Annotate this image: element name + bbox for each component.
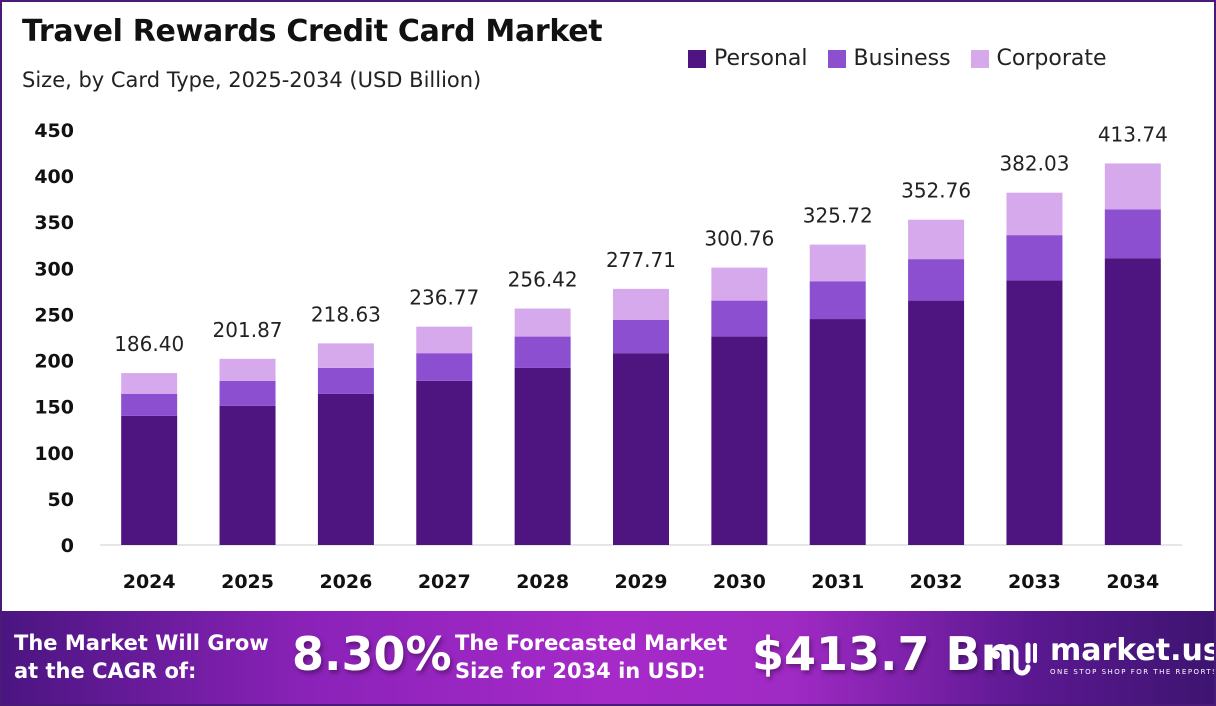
bar-segment-business (416, 353, 473, 381)
bar-segment-personal (1104, 258, 1161, 545)
cagr-label: The Market Will Grow at the CAGR of: (14, 629, 269, 685)
y-tick-label: 350 (34, 212, 74, 234)
bar-segment-corporate (711, 267, 768, 301)
x-tick-label: 2030 (713, 571, 766, 593)
bar-segment-personal (121, 415, 178, 545)
bar-segment-personal (514, 367, 571, 545)
x-tick-label: 2025 (221, 571, 274, 593)
total-label: 325.72 (803, 204, 873, 228)
bar-segment-business (711, 300, 768, 337)
x-tick-label: 2024 (123, 571, 176, 593)
legend-item-personal: Personal (688, 46, 808, 71)
logo-name: market.us (1050, 633, 1216, 668)
bar-segment-business (809, 281, 866, 320)
legend-swatch-corporate (970, 49, 989, 68)
market-us-logo: market.us ONE STOP SHOP FOR THE REPORTS (1050, 633, 1216, 676)
y-tick-label: 200 (34, 351, 74, 373)
bar-segment-personal (908, 300, 965, 545)
bar-segment-corporate (121, 373, 178, 394)
bar-segment-corporate (317, 343, 374, 368)
bar-segment-corporate (514, 308, 571, 337)
total-label: 300.76 (704, 227, 774, 251)
footer-banner: The Market Will Grow at the CAGR of: 8.3… (0, 611, 1216, 706)
y-tick-label: 50 (48, 489, 74, 511)
bar-segment-personal (317, 393, 374, 545)
cagr-label-line2: at the CAGR of: (14, 659, 197, 683)
bar-segment-personal (613, 353, 669, 545)
bar-segment-business (613, 319, 669, 354)
chart-subtitle: Size, by Card Type, 2025-2034 (USD Billi… (22, 68, 482, 92)
bar-segment-business (1104, 209, 1161, 259)
y-tick-label: 300 (34, 258, 74, 280)
y-tick-label: 250 (34, 304, 74, 326)
total-label: 413.74 (1098, 122, 1168, 146)
y-tick-label: 400 (34, 166, 74, 188)
logo-tagline: ONE STOP SHOP FOR THE REPORTS (1050, 668, 1216, 676)
x-tick-label: 2031 (811, 571, 864, 593)
bar-segment-business (219, 380, 276, 406)
bar-chart: 0 50 100 150 200 250 300 350 400 450 186.40 2024 201… (34, 120, 1182, 593)
total-label: 256.42 (508, 268, 578, 292)
legend-label-business: Business (853, 46, 951, 71)
total-label: 218.63 (311, 302, 381, 326)
x-tick-label: 2029 (615, 571, 668, 593)
total-label: 236.77 (409, 286, 479, 310)
x-tick-label: 2026 (319, 571, 372, 593)
bar-segment-corporate (1104, 163, 1161, 210)
bar-segment-personal (711, 336, 768, 545)
bar-segment-personal (809, 319, 866, 545)
y-tick-label: 450 (34, 120, 74, 142)
legend-label-corporate: Corporate (996, 46, 1107, 71)
cagr-value: 8.30% (292, 627, 452, 681)
bar-segment-business (908, 259, 965, 301)
legend-item-corporate: Corporate (970, 46, 1107, 71)
y-tick-label: 0 (61, 535, 74, 557)
total-label: 201.87 (213, 318, 283, 342)
legend-item-business: Business (827, 46, 951, 71)
legend-swatch-personal (688, 49, 706, 68)
bar-segment-personal (219, 405, 276, 545)
bar-segment-corporate (809, 244, 866, 282)
total-label: 277.71 (606, 248, 676, 272)
cagr-label-line1: The Market Will Grow (14, 631, 269, 655)
x-tick-label: 2028 (516, 571, 569, 593)
x-tick-label: 2034 (1106, 571, 1159, 593)
y-tick-label: 100 (34, 443, 74, 465)
bar-segment-business (121, 393, 178, 416)
x-tick-label: 2032 (910, 571, 963, 593)
x-tick-label: 2033 (1008, 571, 1061, 593)
chart-title: Travel Rewards Credit Card Market (22, 14, 603, 49)
legend-label-personal: Personal (714, 46, 808, 71)
bar-segment-corporate (219, 358, 276, 381)
bar-segment-business (317, 367, 374, 394)
forecast-label: The Forecasted Market Size for 2034 in U… (455, 629, 727, 685)
legend: Personal Business Corporate (688, 46, 1107, 71)
total-label: 382.03 (999, 152, 1069, 176)
bar-segment-personal (1006, 280, 1063, 545)
bar-segment-corporate (416, 326, 473, 354)
bar-segment-corporate (1006, 192, 1063, 236)
total-label: 186.40 (114, 332, 184, 356)
legend-swatch-business (827, 49, 846, 68)
bar-segment-corporate (908, 219, 965, 260)
market-us-logo-icon (992, 642, 1037, 676)
x-tick-label: 2027 (418, 571, 471, 593)
bar-segment-business (514, 336, 571, 368)
forecast-label-line1: The Forecasted Market (455, 631, 728, 655)
bar-segment-corporate (613, 288, 669, 320)
total-label: 352.76 (901, 179, 971, 203)
y-tick-label: 150 (34, 397, 74, 419)
bar-segment-personal (416, 380, 473, 545)
forecast-label-line2: Size for 2034 in USD: (455, 659, 706, 683)
bar-segment-business (1006, 235, 1063, 281)
forecast-value: $413.7 Bn (752, 627, 1014, 681)
